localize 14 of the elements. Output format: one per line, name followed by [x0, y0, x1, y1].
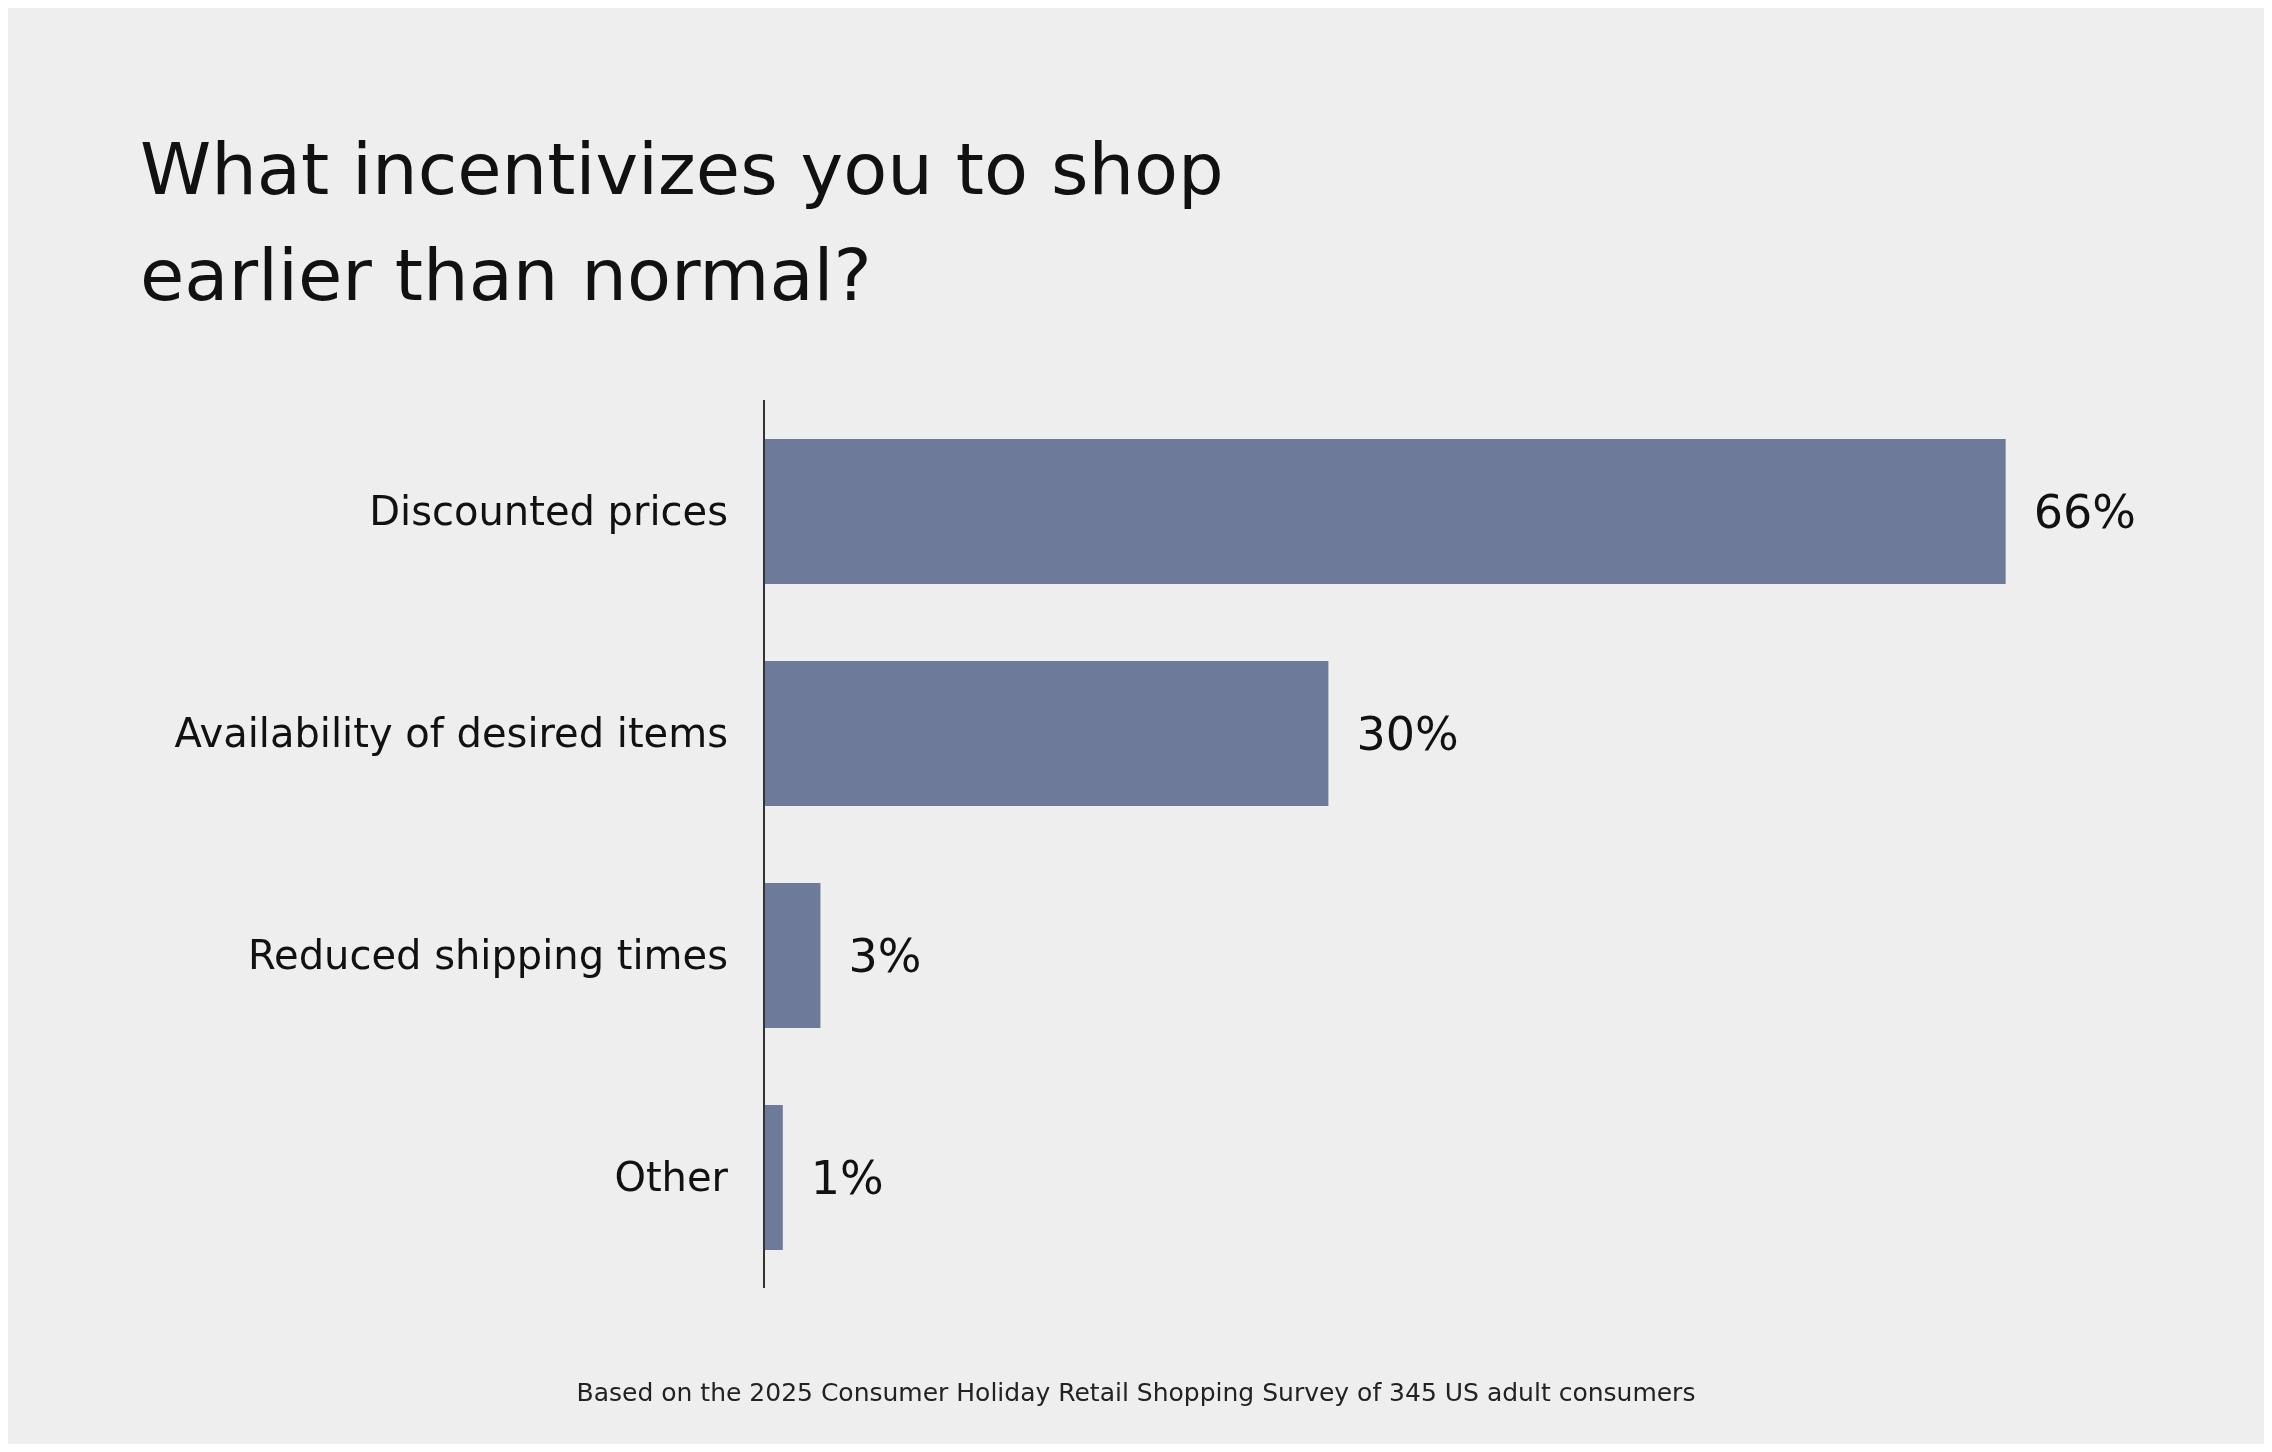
bar [764, 1105, 783, 1250]
chart-title: What incentivizes you to shop earlier than normal? [140, 126, 1225, 319]
y-tick-label: Discounted prices [369, 488, 728, 535]
data-label: 66% [2033, 484, 2136, 539]
y-tick-label: Reduced shipping times [248, 932, 728, 979]
data-label: 3% [848, 928, 922, 983]
y-tick-label: Availability of desired items [174, 710, 728, 757]
bar [764, 439, 2006, 584]
text: Based on the 2025 Consumer Holiday Retail Shopping Survey of 345 US adult consumers [575, 1378, 1697, 1407]
bar [764, 883, 821, 1028]
bar [764, 661, 1329, 806]
data-label: 1% [810, 1150, 884, 1205]
y-tick-label: Other [614, 1154, 729, 1201]
data-label: 30% [1356, 706, 1459, 761]
